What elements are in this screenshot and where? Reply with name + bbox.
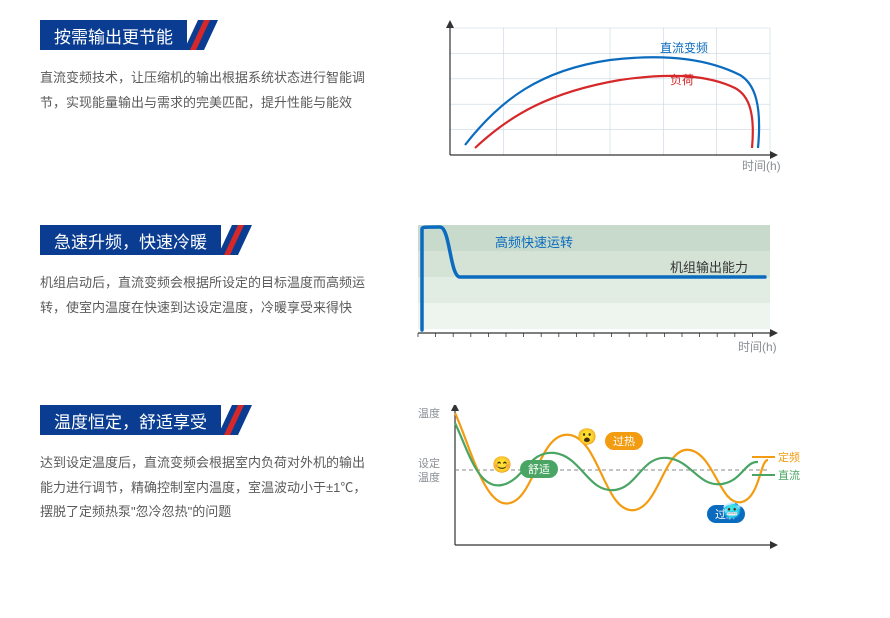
svg-text:😮: 😮	[577, 428, 597, 446]
slash-decoration	[225, 405, 243, 435]
svg-text:高频快速运转: 高频快速运转	[495, 235, 573, 250]
svg-text:负荷: 负荷	[670, 73, 694, 87]
slash-decoration	[225, 225, 243, 255]
svg-text:直流变频: 直流变频	[778, 468, 800, 482]
svg-text:直流变频: 直流变频	[660, 40, 708, 55]
section-energy-saving: 按需输出更节能 直流变频技术，让压缩机的输出根据系统状态进行智能调节，实现能量输…	[40, 20, 850, 175]
text-column: 按需输出更节能 直流变频技术，让压缩机的输出根据系统状态进行智能调节，实现能量输…	[40, 20, 370, 115]
chart-wave: 温度设定温度定频热泵直流变频舒适😊过热😮过冷🥶	[410, 405, 850, 570]
section-fast-heating: 急速升频，快速冷暖 机组启动后，直流变频会根据所设定的目标温度而高频运转，使室内…	[40, 225, 850, 355]
heading-label: 温度恒定，舒适享受	[40, 405, 221, 435]
body-text: 直流变频技术，让压缩机的输出根据系统状态进行智能调节，实现能量输出与需求的完美匹…	[40, 66, 370, 115]
body-text: 达到设定温度后，直流变频会根据室内负荷对外机的输出能力进行调节，精确控制室内温度…	[40, 451, 370, 525]
svg-text:时间(h): 时间(h)	[742, 159, 780, 173]
svg-text:时间(h): 时间(h)	[738, 340, 777, 354]
svg-text:温度: 温度	[418, 470, 440, 484]
heading-label: 按需输出更节能	[40, 20, 187, 50]
text-column: 温度恒定，舒适享受 达到设定温度后，直流变频会根据室内负荷对外机的输出能力进行调…	[40, 405, 370, 525]
body-text: 机组启动后，直流变频会根据所设定的目标温度而高频运转，使室内温度在快速到达设定温…	[40, 271, 370, 320]
chart-step: 高频快速运转机组输出能力时间(h)	[410, 225, 850, 355]
heading-row: 按需输出更节能	[40, 20, 370, 50]
svg-text:过热: 过热	[613, 435, 635, 448]
svg-text:机组输出能力: 机组输出能力	[670, 260, 748, 275]
text-column: 急速升频，快速冷暖 机组启动后，直流变频会根据所设定的目标温度而高频运转，使室内…	[40, 225, 370, 320]
svg-text:舒适: 舒适	[528, 462, 550, 476]
heading-row: 温度恒定，舒适享受	[40, 405, 370, 435]
heading-label: 急速升频，快速冷暖	[40, 225, 221, 255]
heading-row: 急速升频，快速冷暖	[40, 225, 370, 255]
section-stable-temp: 温度恒定，舒适享受 达到设定温度后，直流变频会根据室内负荷对外机的输出能力进行调…	[40, 405, 850, 570]
svg-text:😊: 😊	[492, 456, 512, 474]
svg-text:设定: 设定	[418, 456, 440, 470]
svg-text:定频热泵: 定频热泵	[778, 450, 800, 464]
svg-text:🥶: 🥶	[722, 501, 742, 520]
svg-text:温度: 温度	[418, 406, 440, 420]
chart-curve: 直流变频负荷时间(h)	[410, 20, 850, 175]
slash-decoration	[191, 20, 209, 50]
